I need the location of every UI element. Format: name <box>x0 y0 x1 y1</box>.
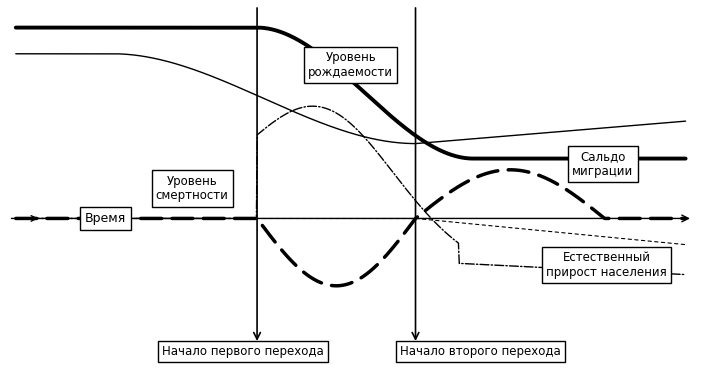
Text: Начало первого перехода: Начало первого перехода <box>162 345 323 358</box>
Text: Уровень
смертности: Уровень смертности <box>156 175 228 202</box>
Text: Время: Время <box>85 212 127 225</box>
Text: Начало второго перехода: Начало второго перехода <box>400 345 561 358</box>
Text: Сальдо
миграции: Сальдо миграции <box>572 150 633 178</box>
Text: Уровень
рождаемости: Уровень рождаемости <box>308 51 393 79</box>
Text: Естественный
прирост населения: Естественный прирост населения <box>546 251 667 279</box>
